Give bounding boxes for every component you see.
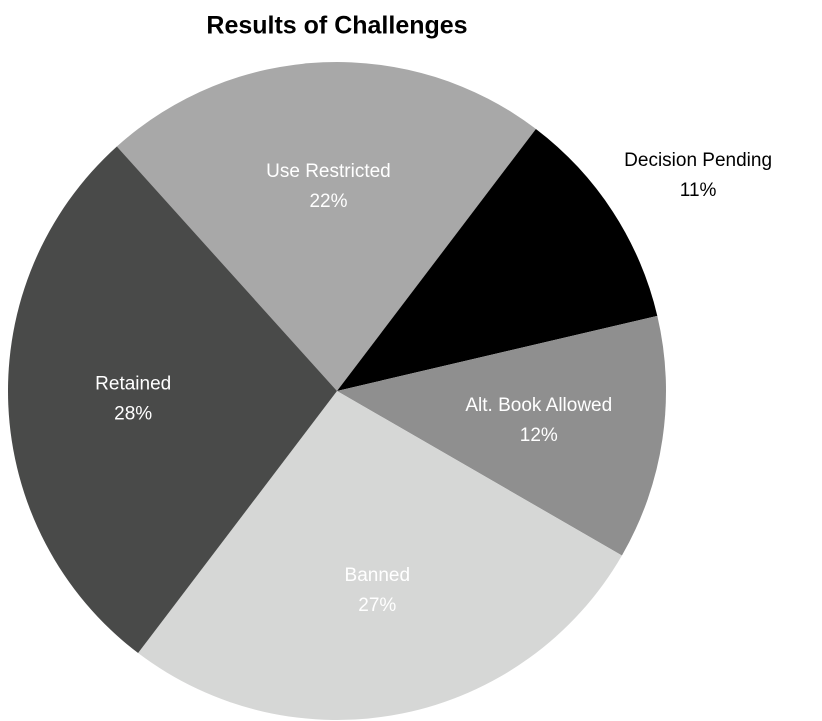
slice-value-label: 28%	[114, 404, 152, 425]
chart-title: Results of Challenges	[206, 12, 467, 40]
slice-label: Alt. Book Allowed	[465, 395, 612, 416]
slice-value-label: 11%	[680, 180, 717, 201]
slice-value-label: 12%	[520, 425, 558, 446]
slice-label: Decision Pending	[624, 150, 772, 171]
pie-slice	[138, 391, 622, 720]
pie-slice	[337, 315, 666, 556]
slice-label: Retained	[95, 374, 171, 395]
pie-slice	[116, 62, 536, 392]
pie-slice	[337, 128, 658, 391]
slice-value-label: 27%	[358, 595, 396, 616]
slice-label: Use Restricted	[266, 161, 391, 182]
pie-slice	[7, 146, 337, 654]
slice-value-label: 22%	[309, 191, 347, 212]
slice-label: Banned	[345, 565, 411, 586]
